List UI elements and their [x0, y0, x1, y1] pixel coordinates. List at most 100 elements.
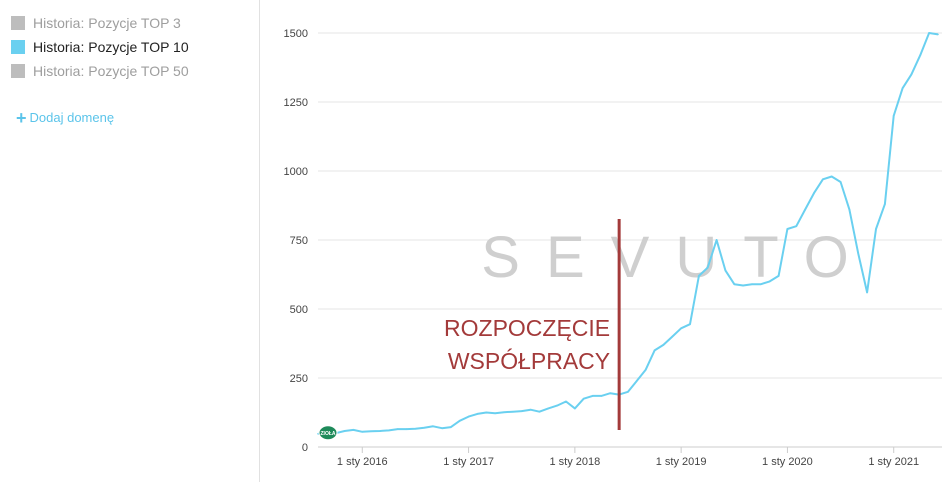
- data-point: [600, 395, 603, 397]
- data-point: [317, 433, 319, 435]
- data-point: [529, 408, 532, 411]
- x-tick-label: 1 sty 2017: [443, 456, 494, 468]
- data-point: [609, 392, 612, 395]
- data-point: [343, 430, 346, 432]
- data-point: [671, 335, 674, 338]
- data-point: [476, 413, 479, 415]
- legend-swatch-top3: [11, 16, 25, 30]
- data-point: [698, 275, 700, 277]
- data-point: [361, 431, 364, 433]
- data-point: [582, 397, 585, 400]
- data-point: [512, 410, 514, 413]
- y-tick-label: 1000: [284, 166, 308, 178]
- y-tick-label: 1250: [284, 97, 308, 109]
- data-point: [467, 415, 470, 418]
- legend-sidebar: Historia: Pozycje TOP 3 Historia: Pozycj…: [0, 0, 260, 482]
- data-point: [450, 426, 452, 428]
- annotation-line2: WSPÓŁPRACY: [448, 348, 610, 374]
- x-tick-label: 1 sty 2016: [337, 456, 388, 468]
- data-point: [768, 280, 771, 283]
- data-point: [662, 344, 665, 346]
- x-tick-label: 1 sty 2019: [656, 456, 707, 468]
- data-point: [919, 54, 922, 56]
- x-tick-label: 1 sty 2018: [549, 456, 600, 468]
- data-point: [627, 391, 629, 393]
- data-point: [733, 283, 736, 286]
- data-point: [901, 87, 904, 89]
- legend-item-top3[interactable]: Historia: Pozycje TOP 3: [11, 14, 181, 32]
- data-point: [485, 411, 488, 414]
- legend-label-top50: Historia: Pozycje TOP 50: [33, 63, 189, 79]
- legend-swatch-top50: [11, 64, 25, 78]
- data-point: [653, 349, 656, 352]
- data-point: [574, 407, 576, 410]
- data-point: [494, 412, 496, 415]
- data-point: [556, 404, 558, 407]
- data-point: [379, 430, 381, 432]
- start-logo-text: ZIOŁA: [321, 431, 336, 437]
- data-point: [423, 426, 426, 429]
- data-point: [937, 33, 939, 36]
- data-point: [565, 400, 567, 403]
- data-point: [795, 225, 798, 227]
- data-point: [751, 283, 753, 286]
- data-point: [520, 410, 523, 412]
- y-tick-label: 750: [290, 235, 308, 247]
- start-logo-badge: [318, 425, 338, 441]
- legend-item-top10[interactable]: Historia: Pozycje TOP 10: [11, 38, 189, 56]
- data-point: [396, 428, 399, 430]
- x-tick-label: 1 sty 2021: [868, 456, 919, 468]
- y-tick-label: 250: [290, 373, 308, 385]
- legend-item-top50[interactable]: Historia: Pozycje TOP 50: [11, 62, 189, 80]
- data-point: [857, 253, 860, 255]
- y-tick-label: 0: [302, 442, 308, 454]
- data-point: [405, 428, 408, 430]
- data-point: [388, 429, 390, 432]
- data-point: [839, 181, 842, 183]
- legend-label-top3: Historia: Pozycje TOP 3: [33, 15, 181, 31]
- data-point: [804, 208, 806, 211]
- data-point: [715, 239, 718, 241]
- data-point: [591, 395, 594, 397]
- data-point: [644, 368, 647, 371]
- data-point: [414, 428, 417, 430]
- add-domain-button[interactable]: + Dodaj domenę: [16, 107, 115, 128]
- data-point: [742, 284, 744, 287]
- data-point: [848, 208, 851, 211]
- data-point: [547, 407, 550, 410]
- data-point: [432, 425, 434, 428]
- data-point: [724, 269, 727, 272]
- annotation-line1: ROZPOCZĘCIE: [444, 315, 610, 341]
- data-point: [680, 327, 682, 330]
- data-point: [892, 115, 895, 117]
- data-point: [866, 291, 868, 294]
- data-point: [777, 275, 780, 277]
- data-point: [813, 192, 815, 194]
- legend-swatch-top10: [11, 40, 25, 54]
- add-domain-label: Dodaj domenę: [29, 110, 115, 125]
- data-point: [875, 228, 877, 230]
- data-point: [760, 283, 762, 286]
- data-point: [786, 228, 789, 230]
- plus-icon: +: [16, 107, 27, 128]
- data-point: [706, 266, 709, 269]
- data-point: [884, 203, 886, 205]
- data-point: [910, 73, 913, 76]
- y-tick-label: 500: [290, 304, 308, 316]
- watermark-logo: SEVUTO: [481, 225, 874, 290]
- data-point: [503, 411, 505, 414]
- data-point: [352, 429, 355, 431]
- legend-label-top10: Historia: Pozycje TOP 10: [33, 39, 189, 55]
- y-tick-label: 1500: [284, 28, 308, 40]
- data-point: [822, 178, 824, 181]
- data-point: [370, 430, 372, 433]
- data-point: [441, 427, 443, 430]
- data-point: [636, 380, 638, 382]
- data-point: [928, 32, 930, 34]
- x-tick-label: 1 sty 2020: [762, 456, 813, 468]
- data-point: [458, 420, 461, 422]
- data-point: [830, 175, 833, 178]
- data-point: [689, 323, 691, 326]
- data-point: [538, 410, 541, 413]
